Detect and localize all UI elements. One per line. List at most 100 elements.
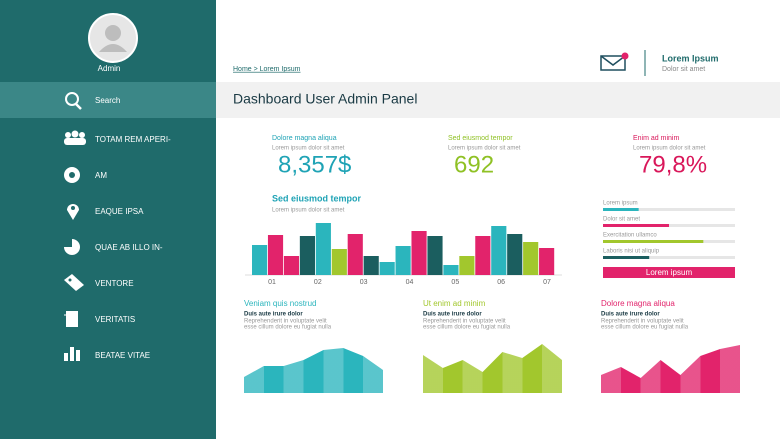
progress-label: Exercitation ullamco <box>603 233 657 239</box>
bar <box>459 256 475 275</box>
area <box>601 345 740 393</box>
menu-icon <box>69 172 75 178</box>
menu-icon <box>65 132 71 138</box>
x-tick-label: 01 <box>268 279 276 286</box>
area <box>244 348 383 393</box>
bar <box>443 265 459 275</box>
menu-icon <box>64 239 80 255</box>
x-tick-label: 04 <box>406 279 414 286</box>
header-user-sub: Dolor sit amet <box>662 66 705 73</box>
bar <box>539 248 555 275</box>
bar <box>523 242 539 275</box>
stat-value: 79,8% <box>639 151 707 178</box>
menu-item[interactable]: TOTAM REM APERI- <box>95 135 171 144</box>
x-tick-label: 02 <box>314 279 322 286</box>
header-user: Lorem Ipsum <box>662 53 719 63</box>
progress-bar <box>603 240 704 243</box>
search-icon-handle <box>75 103 82 110</box>
sidebar <box>0 0 216 439</box>
stat-value: 692 <box>454 151 494 178</box>
progress-track <box>603 256 735 259</box>
x-tick-label: 07 <box>543 279 551 286</box>
menu-item[interactable]: QUAE AB ILLO IN- <box>95 243 163 252</box>
menu-item[interactable]: BEATAE VITAE <box>95 351 150 360</box>
menu-icon <box>64 353 68 361</box>
menu-icon <box>71 206 75 210</box>
user-name: Admin <box>98 64 121 73</box>
bar <box>411 231 427 275</box>
menu-icon <box>79 132 85 138</box>
menu-item[interactable]: VERITATIS <box>95 315 135 324</box>
page-title: Dashboard User Admin Panel <box>233 91 417 107</box>
area <box>423 344 562 393</box>
progress-bar <box>603 208 639 211</box>
bar <box>347 234 363 275</box>
chart-subtitle: Duis aute irure dolor <box>601 312 660 318</box>
bar <box>507 234 523 275</box>
menu: TOTAM REM APERI- AM EAQUE IPSA QUAE AB ILLO… <box>64 130 171 361</box>
search-icon <box>65 92 79 106</box>
menu-icon <box>66 311 78 327</box>
progress-bar <box>603 224 669 227</box>
chart-title: Ut enim ad minim <box>423 299 486 308</box>
bar <box>299 236 315 275</box>
progress-label: Lorem ipsum <box>603 201 638 207</box>
chart-text: esse cillum dolore eu fugiat nulla <box>423 325 511 331</box>
stat-sub: Lorem ipsum dolor sit amet <box>633 146 706 152</box>
bar <box>267 235 284 275</box>
mail-flap <box>600 55 626 66</box>
avatar-body <box>99 44 127 52</box>
chart-text: Reprehenderit in voluptate velit <box>601 319 684 325</box>
menu-icon <box>70 347 74 361</box>
bar <box>475 236 491 275</box>
bar <box>252 245 268 275</box>
chart-title: Dolore magna aliqua <box>601 299 675 308</box>
stat-sub: Lorem ipsum dolor sit amet <box>448 146 521 152</box>
menu-item[interactable]: AM <box>95 171 107 180</box>
chart-text: esse cillum dolore eu fugiat nulla <box>244 325 332 331</box>
chart-text: Reprehenderit in voluptate velit <box>423 319 506 325</box>
mail-badge <box>621 52 629 60</box>
breadcrumb[interactable]: Home > Lorem Ipsum <box>233 66 301 73</box>
menu-icon <box>64 274 84 291</box>
button-label[interactable]: Lorem ipsum <box>646 268 693 277</box>
search-label[interactable]: Search <box>95 96 120 105</box>
bar <box>283 256 300 275</box>
chart-title: Sed eiusmod tempor <box>272 193 362 203</box>
stat-label: Sed eiusmod tempor <box>448 135 513 142</box>
menu-icon <box>71 130 79 138</box>
button[interactable] <box>603 267 735 278</box>
bar <box>395 246 411 275</box>
menu-item[interactable]: VENTORE <box>95 279 134 288</box>
progress-label: Laboris nisi ut aliquip <box>603 249 660 255</box>
bar <box>427 236 443 275</box>
bar <box>379 262 395 275</box>
progress-bar <box>603 256 650 259</box>
stat-label: Enim ad minim <box>633 135 679 142</box>
x-tick-label: 06 <box>497 279 505 286</box>
progress-label: Dolor sit amet <box>603 217 640 223</box>
bar <box>363 256 379 275</box>
x-tick-label: 03 <box>360 279 368 286</box>
bar <box>315 223 331 275</box>
chart-subtitle: Lorem ipsum dolor sit amet <box>272 208 345 214</box>
x-tick-label: 05 <box>451 279 459 286</box>
chart-text: esse cillum dolore eu fugiat nulla <box>601 325 689 331</box>
menu-item[interactable]: EAQUE IPSA <box>95 207 144 216</box>
bar <box>331 249 347 275</box>
stat-value: 8,357$ <box>278 151 351 178</box>
menu-icon <box>68 278 72 282</box>
chart-subtitle: Duis aute irure dolor <box>423 312 482 318</box>
menu-icon <box>64 138 86 145</box>
menu-icon <box>76 350 80 361</box>
progress-track <box>603 208 735 211</box>
chart-title: Veniam quis nostrud <box>244 299 317 308</box>
menu-icon <box>67 204 79 220</box>
stat-label: Dolore magna aliqua <box>272 135 337 142</box>
stat-sub: Lorem ipsum dolor sit amet <box>272 146 345 152</box>
avatar-head <box>105 25 121 41</box>
search-row[interactable] <box>0 82 216 118</box>
mail-icon[interactable] <box>600 55 626 71</box>
bar <box>491 226 507 275</box>
